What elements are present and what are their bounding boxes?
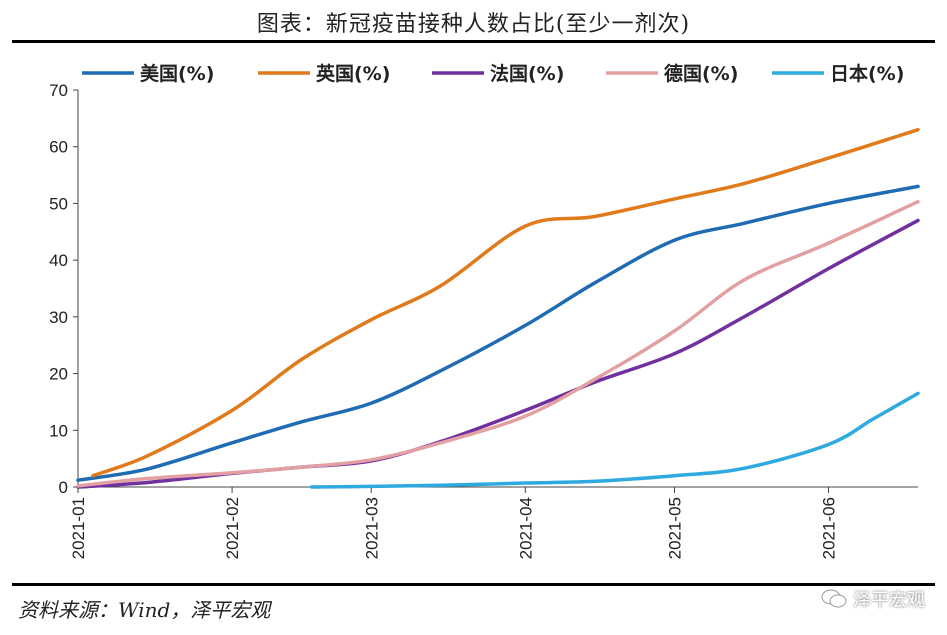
x-tick-label: 2021-06 [820,497,839,559]
chart-axes: 0 10 20 30 40 50 60 70 2021-01 2021-02 2021-03 2021… [49,81,918,559]
y-tick-label: 60 [49,138,68,157]
series-line [76,218,920,489]
wechat-icon [821,589,847,608]
y-tick-label: 40 [49,251,68,270]
legend-label: 法国(%) [490,62,564,85]
top-rule [12,40,935,43]
legend-label: 日本(%) [830,62,904,85]
watermark: 泽平宏观 [821,586,925,612]
series-line [76,184,920,482]
y-tick-label: 50 [49,194,68,213]
y-tick-label: 10 [49,421,68,440]
chart-legend: 美国(%) 英国(%) 法国(%) 德国(%) 日本(%) [82,62,904,85]
x-tick-label: 2021-04 [516,497,535,559]
chart-series [76,127,920,489]
y-tick-label: 0 [59,478,68,497]
legend-label: 美国(%) [140,62,214,85]
y-tick-label: 30 [49,308,68,327]
line-chart: 0 10 20 30 40 50 60 70 2021-01 2021-02 2021-03 2021… [49,62,920,559]
y-tick-label: 20 [49,365,68,384]
chart-title: 图表：新冠疫苗接种人数占比(至少一剂次) [256,12,691,37]
bottom-rule [12,583,935,586]
x-tick-label: 2021-01 [69,497,88,559]
legend-label: 德国(%) [664,62,738,85]
x-tick-label: 2021-05 [665,497,684,559]
y-tick-label: 70 [49,81,68,100]
series-line [309,391,920,489]
watermark-text: 泽平宏观 [853,590,925,611]
series-line [91,127,920,478]
x-tick-label: 2021-03 [362,497,381,559]
legend-label: 英国(%) [316,62,390,85]
x-tick-label: 2021-02 [223,497,242,559]
series-line [76,199,920,488]
source-note: 资料来源：Wind，泽平宏观 [18,598,271,622]
